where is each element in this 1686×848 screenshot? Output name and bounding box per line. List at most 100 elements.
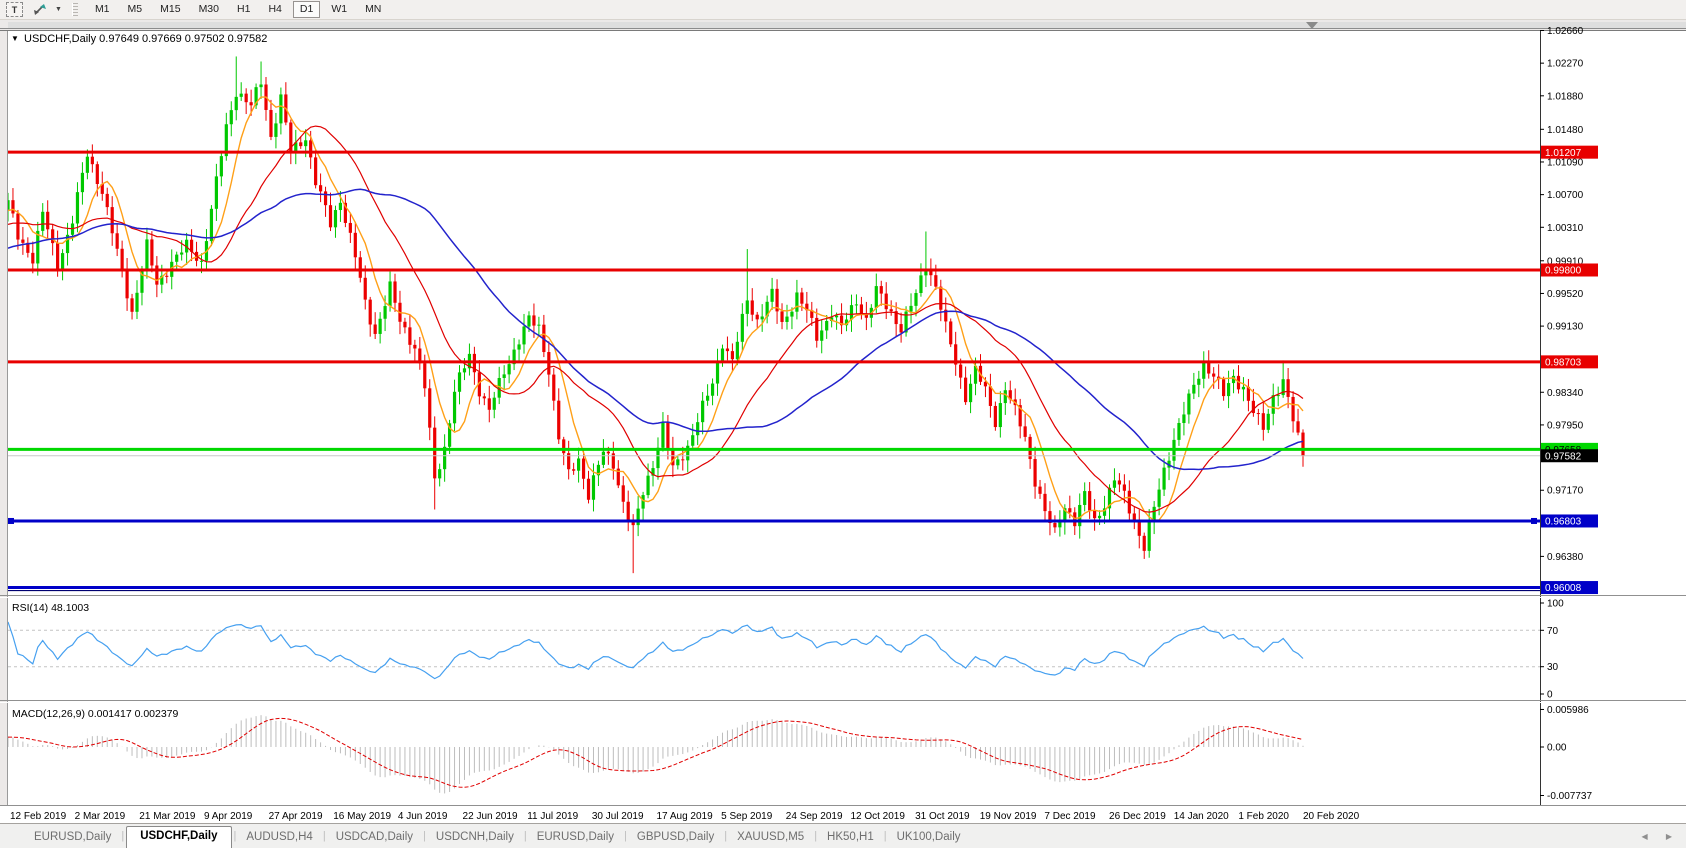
price-tick-label: 1.01090 bbox=[1547, 157, 1584, 168]
chart-title: ▼ USDCHF,Daily 0.97649 0.97669 0.97502 0.… bbox=[11, 33, 267, 45]
tab-separator: | bbox=[233, 830, 237, 842]
date-tick-label: 19 Nov 2019 bbox=[980, 811, 1037, 822]
macd-axis-label: 0.00 bbox=[1547, 743, 1567, 754]
svg-text:0.96803: 0.96803 bbox=[1545, 517, 1582, 528]
timeframe-button-m1[interactable]: M1 bbox=[94, 3, 110, 15]
chart-tab-usdcnh-daily[interactable]: USDCNH,Daily bbox=[435, 831, 514, 843]
chart-tab-xauusd-m5[interactable]: XAUUSD,M5 bbox=[737, 831, 805, 843]
toolbar-grip[interactable] bbox=[71, 3, 78, 16]
svg-text:0.98703: 0.98703 bbox=[1545, 357, 1582, 368]
chart-background bbox=[0, 30, 1686, 823]
chart-tab-eurusd-daily[interactable]: EURUSD,Daily bbox=[536, 831, 615, 843]
chart-tab-usdcad-daily[interactable]: USDCAD,Daily bbox=[335, 831, 414, 843]
price-tick-label: 1.01880 bbox=[1547, 91, 1584, 102]
date-tick-label: 22 Jun 2019 bbox=[463, 811, 518, 822]
date-axis[interactable]: 12 Feb 2019 2 Mar 2019 21 Mar 2019 9 Apr 20… bbox=[10, 811, 1360, 822]
macd-axis-label: -0.007737 bbox=[1547, 791, 1592, 802]
ma-fast-line bbox=[8, 96, 1304, 521]
macd-axis-label: 0.005986 bbox=[1547, 705, 1589, 716]
date-tick-label: 14 Jan 2020 bbox=[1174, 811, 1229, 822]
price-axis[interactable]: 1.02660 1.02270 1.01880 1.01480 1.01090 1.007… bbox=[1540, 26, 1598, 805]
current-price-box: 0.97582 bbox=[1541, 449, 1598, 462]
level-price-box: 0.98703 bbox=[1541, 355, 1598, 368]
chart-window[interactable]: 1.02660 1.02270 1.01880 1.01480 1.01090 1.007… bbox=[0, 20, 1686, 823]
chart-title-text: USDCHF,Daily 0.97649 0.97669 0.97502 0.9… bbox=[24, 33, 267, 45]
svg-text:0.96008: 0.96008 bbox=[1545, 583, 1582, 594]
date-tick-label: 20 Feb 2020 bbox=[1303, 811, 1360, 822]
svg-text:0.97582: 0.97582 bbox=[1545, 451, 1582, 462]
timeframe-button-h4[interactable]: H4 bbox=[268, 3, 282, 15]
macd-signal-line bbox=[8, 717, 1304, 788]
price-tick-label: 0.99910 bbox=[1547, 256, 1584, 267]
date-tick-label: 26 Dec 2019 bbox=[1109, 811, 1166, 822]
date-tick-label: 16 May 2019 bbox=[333, 811, 391, 822]
date-tick-label: 17 Aug 2019 bbox=[657, 811, 714, 822]
date-tick-label: 1 Feb 2020 bbox=[1238, 811, 1289, 822]
arrange-windows-button[interactable] bbox=[33, 3, 48, 16]
date-tick-label: 31 Oct 2019 bbox=[915, 811, 970, 822]
tab-separator: | bbox=[322, 830, 326, 842]
macd-histogram bbox=[8, 715, 1304, 794]
chart-tab-hk50-h1[interactable]: HK50,H1 bbox=[827, 831, 874, 843]
date-tick-label: 7 Dec 2019 bbox=[1044, 811, 1096, 822]
tab-separator: | bbox=[883, 830, 887, 842]
level-line-096803[interactable] bbox=[8, 517, 1540, 524]
timeframe-button-m30[interactable]: M30 bbox=[198, 3, 219, 15]
rsi-axis-label: 0 bbox=[1547, 690, 1553, 701]
tab-separator: | bbox=[523, 830, 527, 842]
tab-separator: | bbox=[724, 830, 728, 842]
chart-tabs-bar: EURUSD,Daily | USDCHF,Daily | AUDUSD,H4 | USDC… bbox=[0, 823, 1686, 848]
tab-scroll-right-icon[interactable]: ▶ bbox=[1665, 832, 1672, 841]
chart-window-left-border bbox=[0, 31, 7, 805]
timeframe-button-d1[interactable]: D1 bbox=[292, 1, 321, 18]
chart-tab-uk100-daily[interactable]: UK100,Daily bbox=[896, 831, 961, 843]
rsi-axis-label: 30 bbox=[1547, 662, 1559, 673]
timeframe-button-h1[interactable]: H1 bbox=[237, 3, 251, 15]
level-line-096008[interactable] bbox=[8, 586, 1540, 592]
timeframe-button-w1[interactable]: W1 bbox=[331, 3, 348, 15]
arrange-windows-icon bbox=[34, 4, 46, 15]
date-tick-label: 11 Jul 2019 bbox=[527, 811, 578, 822]
chart-tab-audusd-h4[interactable]: AUDUSD,H4 bbox=[246, 831, 313, 843]
tab-scroll-left-icon[interactable]: ◀ bbox=[1641, 832, 1648, 841]
chart-tab-eurusd-daily[interactable]: EURUSD,Daily bbox=[34, 831, 112, 843]
rsi-axis-label: 70 bbox=[1547, 626, 1559, 637]
chevron-down-icon[interactable]: ▼ bbox=[55, 6, 62, 13]
date-tick-label: 9 Apr 2019 bbox=[204, 811, 253, 822]
tab-separator: | bbox=[814, 830, 818, 842]
date-tick-label: 27 Apr 2019 bbox=[269, 811, 323, 822]
date-tick-label: 24 Sep 2019 bbox=[786, 811, 843, 822]
chart-title-collapse-icon[interactable]: ▼ bbox=[11, 34, 19, 43]
timeframe-button-m5[interactable]: M5 bbox=[127, 3, 143, 15]
tab-scroll-arrows: ◀ ▶ bbox=[1625, 832, 1672, 841]
rsi-panel-label: RSI(14) 48.1003 bbox=[12, 602, 89, 614]
candlestick-series bbox=[8, 56, 1305, 574]
date-tick-label: 5 Sep 2019 bbox=[721, 811, 773, 822]
level-price-box: 0.96008 bbox=[1541, 581, 1598, 594]
price-chart-canvas[interactable]: 1.02660 1.02270 1.01880 1.01480 1.01090 1.007… bbox=[0, 20, 1686, 823]
top-toolbar: T ▼ M1 M5 M15 M30 H1 H4 D1 W1 MN bbox=[0, 0, 1686, 20]
price-tick-label: 0.98340 bbox=[1547, 388, 1584, 399]
date-tick-label: 2 Mar 2019 bbox=[75, 811, 126, 822]
svg-text:0.99800: 0.99800 bbox=[1545, 266, 1582, 277]
price-tick-label: 1.00310 bbox=[1547, 223, 1584, 234]
chart-tab-usdchf-daily[interactable]: USDCHF,Daily bbox=[126, 826, 232, 848]
timeframe-button-m15[interactable]: M15 bbox=[160, 3, 181, 15]
price-tick-label: 1.00700 bbox=[1547, 190, 1584, 201]
chart-tab-gbpusd-daily[interactable]: GBPUSD,Daily bbox=[636, 831, 715, 843]
price-tick-label: 0.96380 bbox=[1547, 552, 1584, 563]
scroll-position-marker[interactable] bbox=[1306, 22, 1318, 29]
price-tick-label: 1.02270 bbox=[1547, 59, 1584, 70]
date-tick-label: 30 Jul 2019 bbox=[592, 811, 644, 822]
rsi-axis-label: 100 bbox=[1547, 599, 1564, 610]
svg-text:1.01207: 1.01207 bbox=[1545, 148, 1582, 159]
rsi-line bbox=[8, 621, 1304, 680]
price-tick-label: 0.97170 bbox=[1547, 486, 1584, 497]
ma-slow-line bbox=[8, 188, 1304, 471]
chart-horizontal-scrollbar[interactable] bbox=[8, 22, 1686, 28]
text-label-tool-button[interactable]: T bbox=[6, 2, 23, 17]
macd-panel-label: MACD(12,26,9) 0.001417 0.002379 bbox=[12, 708, 179, 720]
date-tick-label: 4 Jun 2019 bbox=[398, 811, 448, 822]
tab-separator: | bbox=[423, 830, 426, 842]
timeframe-button-mn[interactable]: MN bbox=[365, 3, 382, 15]
